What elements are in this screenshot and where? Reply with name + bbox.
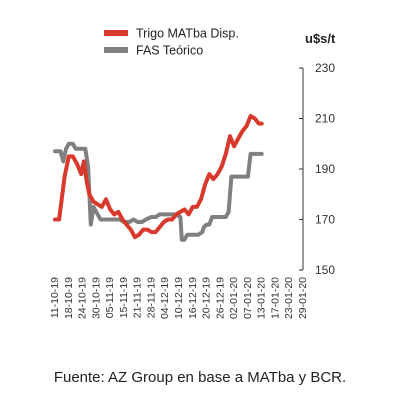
x-tick-label: 02-01-20 (228, 277, 240, 319)
x-tick-label: 17-01-20 (269, 277, 281, 319)
y-tick-label: 170 (315, 213, 335, 227)
series-line-trigo-matba-disp (53, 114, 264, 240)
source-caption: Fuente: AZ Group en base a MATba y BCR. (53, 369, 347, 386)
x-tick-label: 05-11-19 (104, 277, 116, 318)
x-tick-label: 13-01-20 (256, 277, 268, 319)
x-tick-label: 04-12-19 (159, 277, 171, 319)
legend: Trigo MATba Disp. FAS Teórico (104, 27, 239, 58)
x-tick-label: 21-11-19 (132, 277, 144, 318)
legend-label: FAS Teórico (136, 44, 203, 58)
plot-area (53, 114, 264, 242)
x-tick-label: 30-10-19 (90, 277, 102, 319)
y-tick-label: 190 (315, 162, 335, 176)
x-tick-label: 15-11-19 (118, 277, 130, 318)
x-tick-label: 10-12-19 (173, 277, 185, 319)
x-tick-label: 26-12-19 (214, 277, 226, 319)
x-tick-label: 20-12-19 (201, 277, 213, 319)
x-tick-label: 29-01-20 (297, 277, 309, 319)
x-tick-label: 07-01-20 (242, 277, 254, 319)
x-tick-label: 28-11-19 (145, 277, 157, 318)
y-axis: 150 170 190 210 230 (299, 61, 335, 277)
x-tick-label: 16-12-19 (187, 277, 199, 319)
x-tick-label: 11-10-19 (49, 277, 61, 318)
y-tick-label: 230 (315, 61, 335, 75)
x-tick-label: 18-10-19 (63, 277, 75, 319)
x-tick-label: 23-01-20 (283, 277, 295, 319)
x-axis: 11-10-19 18-10-19 24-10-19 30-10-19 05-11-19… (49, 277, 309, 319)
y-tick-label: 210 (315, 112, 335, 126)
legend-label: Trigo MATba Disp. (136, 27, 239, 41)
y-tick-label: 150 (315, 263, 335, 277)
unit-label: u$s/t (305, 31, 336, 46)
series-line-fas-te-rico (53, 141, 264, 242)
x-tick-label: 24-10-19 (77, 277, 89, 319)
